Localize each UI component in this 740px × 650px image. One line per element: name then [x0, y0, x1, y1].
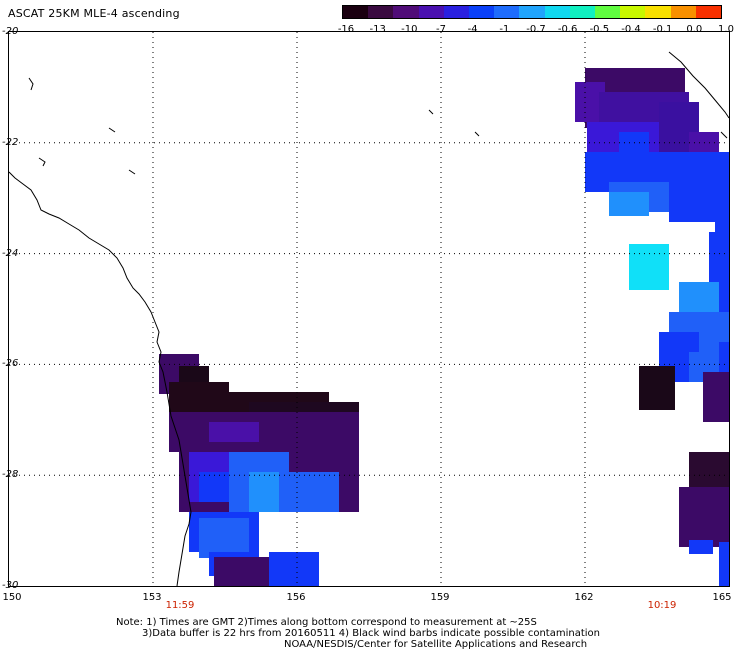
- colorbar-swatch: [393, 6, 419, 18]
- footnotes: Note: 1) Times are GMT 2)Times along bot…: [116, 617, 600, 650]
- colorbar-swatch: [695, 6, 722, 18]
- colorbar-gradient: [342, 5, 722, 19]
- colorbar-swatch: [519, 6, 545, 18]
- colorbar-label: -13: [369, 24, 386, 35]
- satellite-swath-west: [159, 354, 359, 586]
- time-label-west: 11:59: [165, 600, 195, 611]
- coastline-island-2: [38, 157, 46, 167]
- swath-cell: [279, 472, 339, 512]
- longitude-label: 159: [430, 592, 450, 603]
- swath-cell: [709, 232, 729, 292]
- satellite-swath-east: [575, 68, 729, 586]
- swath-cell: [719, 342, 729, 382]
- colorbar-label: -0.4: [621, 24, 641, 35]
- swath-cell: [199, 518, 249, 558]
- coastline-island-3: [108, 127, 116, 133]
- colorbar-label: -0.5: [589, 24, 610, 35]
- colorbar-swatch: [443, 6, 470, 18]
- note-line-2: 3)Data buffer is 22 hrs from 20160511 4)…: [142, 628, 600, 639]
- latitude-label: -20: [2, 26, 19, 37]
- swath-cell: [689, 540, 713, 554]
- coastline-australia: [9, 171, 192, 586]
- map-title: ASCAT 25KM MLE-4 ascending: [8, 7, 180, 20]
- colorbar-labels: -16 -13 -10 -7 -4 -1 -0.7 -0.6 -0.5 -0.4 -0.1 0.0 1.…: [338, 24, 734, 36]
- time-label-east: 10:19: [647, 600, 677, 611]
- colorbar-label: -1: [499, 24, 510, 35]
- colorbar-swatch: [544, 6, 570, 18]
- longitude-label: 156: [286, 592, 306, 603]
- coastline-island-5: [474, 131, 480, 137]
- swath-cell: [214, 557, 269, 586]
- colorbar-swatch: [670, 6, 696, 18]
- colorbar-swatch: [418, 6, 444, 18]
- swath-cell: [209, 422, 259, 442]
- colorbar-label: -16: [337, 24, 355, 35]
- coastline: [9, 51, 729, 586]
- latitude-label: -24: [2, 247, 19, 259]
- swath-cell: [609, 192, 649, 216]
- colorbar-label: -0.1: [652, 24, 673, 35]
- colorbar-label: -4: [467, 24, 478, 35]
- swath-cell: [169, 412, 359, 452]
- coastline-island-1: [28, 77, 34, 91]
- colorbar: [342, 5, 722, 21]
- coastline-nc-south: [720, 131, 728, 139]
- longitude-label: 153: [142, 592, 162, 603]
- colorbar-swatch: [595, 6, 621, 18]
- coastline-island-6: [428, 109, 434, 115]
- colorbar-label: 0.0: [686, 24, 703, 35]
- colorbar-swatch: [494, 6, 520, 18]
- map-canvas: [9, 32, 729, 586]
- swath-cell: [299, 580, 319, 586]
- coastline-new-caledonia: [668, 51, 729, 119]
- coastline-island-4: [128, 169, 136, 175]
- swath-cell: [703, 392, 729, 422]
- colorbar-label: -0.6: [557, 24, 578, 35]
- latitude-label: -26: [2, 358, 19, 370]
- latitude-label: -30: [2, 580, 19, 591]
- swath-cell: [679, 487, 729, 547]
- swath-cell: [719, 542, 729, 586]
- longitude-label: 162: [574, 592, 594, 603]
- colorbar-swatch: [645, 6, 671, 18]
- colorbar-swatch: [620, 6, 646, 18]
- swath-cell: [639, 366, 675, 410]
- colorbar-swatch: [343, 6, 369, 18]
- map-panel: [8, 31, 730, 587]
- latitude-label: -28: [2, 469, 19, 481]
- colorbar-label: -10: [401, 24, 418, 35]
- note-line-1: Note: 1) Times are GMT 2)Times along bot…: [116, 617, 537, 628]
- latitude-label: -22: [2, 136, 19, 148]
- swath-cell: [619, 132, 649, 152]
- swath-cell: [629, 244, 669, 290]
- colorbar-swatch: [469, 6, 495, 18]
- longitude-label: 165: [712, 592, 732, 603]
- longitude-label: 150: [2, 592, 22, 603]
- colorbar-label: -7: [436, 24, 446, 35]
- colorbar-label: -0.7: [526, 24, 546, 35]
- colorbar-label: 1.0: [718, 24, 734, 35]
- colorbar-swatch: [569, 6, 596, 18]
- graticule: [9, 32, 729, 586]
- colorbar-swatch: [368, 6, 394, 18]
- note-line-3: NOAA/NESDIS/Center for Satellite Applica…: [284, 639, 588, 650]
